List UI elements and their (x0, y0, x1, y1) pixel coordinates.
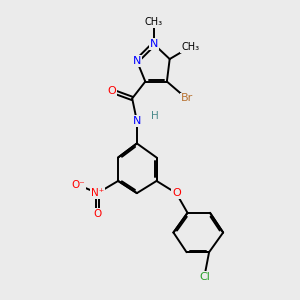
Text: Cl: Cl (199, 272, 210, 282)
Text: N: N (133, 56, 141, 66)
Text: CH₃: CH₃ (145, 17, 163, 28)
Text: N⁺: N⁺ (91, 188, 104, 198)
Text: Br: Br (180, 93, 193, 103)
Text: N: N (150, 39, 158, 49)
Text: O: O (172, 188, 181, 198)
Text: N: N (133, 116, 141, 126)
Text: O⁻: O⁻ (71, 180, 85, 190)
Text: CH₃: CH₃ (181, 42, 200, 52)
Text: O: O (93, 209, 102, 219)
Text: H: H (151, 111, 159, 121)
Text: O: O (107, 86, 116, 96)
